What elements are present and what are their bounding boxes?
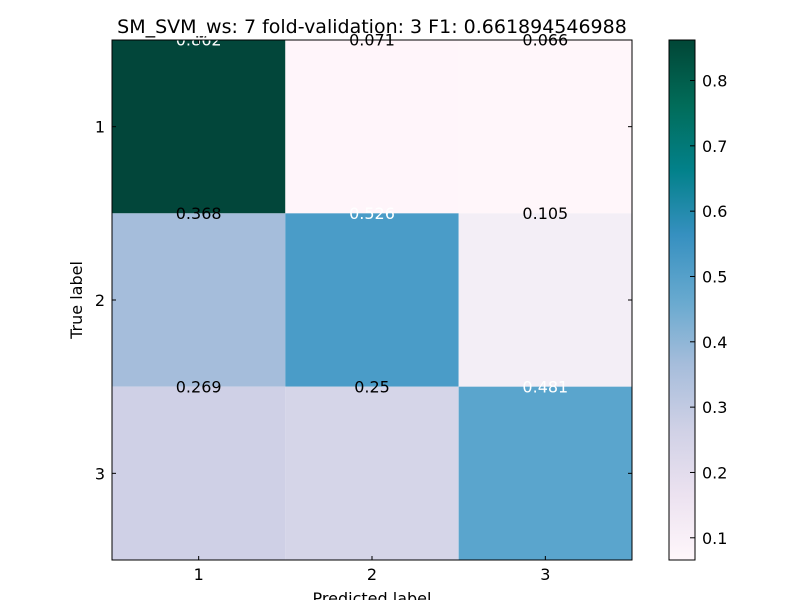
colorbar-ticks: 0.1 0.2 0.3 0.4 0.5 0.6 0.7 0.8 [690,72,727,548]
x-tick-label: 3 [540,565,550,584]
cell-value-label: 0.526 [349,204,395,223]
x-tick-label: 1 [194,565,204,584]
y-tick-label: 1 [95,118,105,137]
cell-value-label: 0.368 [176,204,222,223]
colorbar-tick-label: 0.2 [702,463,727,482]
heatmap-cell-r2-c2 [285,213,459,387]
chart-title: SM_SVM_ws: 7 fold-validation: 3 F1: 0.66… [117,16,627,38]
y-tick-label: 3 [95,464,105,483]
colorbar-tick-label: 0.4 [702,333,727,352]
heatmap-cell-r2-c3 [458,213,632,387]
cell-value-label: 0.105 [522,204,568,223]
heatmap-cell-r1-c1 [112,40,286,214]
heatmap-cell-r3-c2 [285,386,459,560]
x-tick-label: 2 [367,565,377,584]
heatmap-cell-r1-c3 [458,40,632,214]
cell-value-label: 0.25 [354,377,390,396]
heatmap-cells [112,40,632,560]
axis-tick-labels: 1 2 3 1 2 3 [95,118,551,584]
heatmap-cell-r2-c1 [112,213,286,387]
colorbar-tick-label: 0.8 [702,72,727,91]
axis-ticks [112,40,632,560]
x-axis-label: Predicted label [313,589,432,600]
colorbar [668,39,696,561]
y-tick-label: 2 [95,291,105,310]
cell-value-label: 0.481 [522,377,568,396]
colorbar-tick-label: 0.6 [702,202,727,221]
heatmap-cell-r3-c3 [458,386,632,560]
colorbar-tick-label: 0.7 [702,137,727,156]
colorbar-tick-label: 0.3 [702,398,727,417]
y-axis-label: True label [67,261,86,340]
colorbar-tick-label: 0.1 [702,529,727,548]
heatmap-cell-r1-c2 [285,40,459,214]
heatmap-cell-r3-c1 [112,386,286,560]
cell-value-label: 0.269 [176,377,222,396]
colorbar-tick-label: 0.5 [702,267,727,286]
